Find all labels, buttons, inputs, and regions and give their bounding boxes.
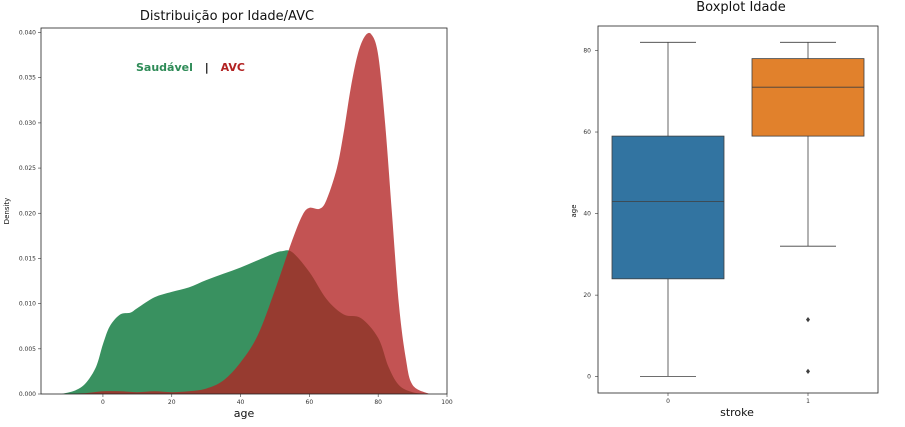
legend-saudavel: Saudável — [136, 61, 193, 74]
kde-y-tick-label: 0.000 — [19, 391, 36, 398]
boxplot-title: Boxplot Idade — [696, 0, 786, 15]
box-outlier-point — [806, 368, 810, 374]
kde-areas — [61, 32, 430, 395]
boxplot-x-tick-label: 0 — [666, 398, 670, 405]
kde-y-tick-label: 0.020 — [19, 210, 36, 217]
kde-y-tick-label: 0.025 — [19, 165, 36, 172]
kde-x-axis-label: age — [234, 407, 255, 420]
kde-y-tick-label: 0.035 — [19, 75, 36, 82]
legend-avc: AVC — [221, 61, 245, 74]
kde-x-ticks: 0 20 40 60 80 100 — [101, 394, 453, 406]
kde-y-ticks: 0.000 0.005 0.010 0.015 0.020 0.025 0.030 0.035… — [19, 30, 41, 398]
box-outlier-point — [806, 317, 810, 323]
boxplot-x-tick-label: 1 — [806, 398, 810, 405]
kde-y-tick-label: 0.030 — [19, 120, 36, 127]
kde-x-tick-label: 100 — [441, 399, 453, 406]
kde-x-tick-label: 80 — [374, 399, 382, 406]
kde-x-tick-label: 20 — [168, 399, 176, 406]
kde-area-avc — [61, 32, 430, 395]
boxplot-y-tick-label: 20 — [583, 292, 591, 299]
kde-y-tick-label: 0.010 — [19, 301, 36, 308]
boxplot-y-axis-label: age — [570, 204, 578, 217]
kde-y-tick-label: 0.040 — [19, 30, 36, 37]
kde-plot-frame — [40, 27, 448, 395]
kde-x-tick-label: 60 — [306, 399, 314, 406]
boxplot-y-tick-label: 40 — [583, 211, 591, 218]
kde-y-tick-label: 0.015 — [19, 255, 36, 262]
box-group-1 — [751, 41, 865, 374]
kde-y-axis-label: Density — [3, 198, 11, 225]
boxplot-y-tick-label: 80 — [583, 47, 591, 54]
kde-y-tick-label: 0.005 — [19, 346, 36, 353]
boxplot-plot-frame — [597, 25, 879, 394]
kde-legend: Saudável | AVC — [136, 61, 245, 74]
box-group-0 — [611, 41, 725, 377]
boxplot-y-tick-label: 0 — [587, 374, 591, 381]
kde-x-tick-label: 40 — [237, 399, 245, 406]
boxplot-x-axis-label: stroke — [720, 406, 754, 419]
kde-x-tick-label: 0 — [101, 399, 105, 406]
box-iqr — [611, 135, 725, 280]
boxplot-y-tick-label: 60 — [583, 129, 591, 136]
boxplot-marks — [611, 41, 865, 377]
legend-separator: | — [205, 61, 209, 74]
kde-title: Distribuição por Idade/AVC — [140, 9, 314, 24]
kde-chart: Distribuição por Idade/AVC 0 20 40 60 80 100 … — [3, 9, 453, 420]
box-iqr — [751, 58, 865, 137]
boxplot-y-ticks: 0 20 40 60 80 — [583, 47, 598, 381]
